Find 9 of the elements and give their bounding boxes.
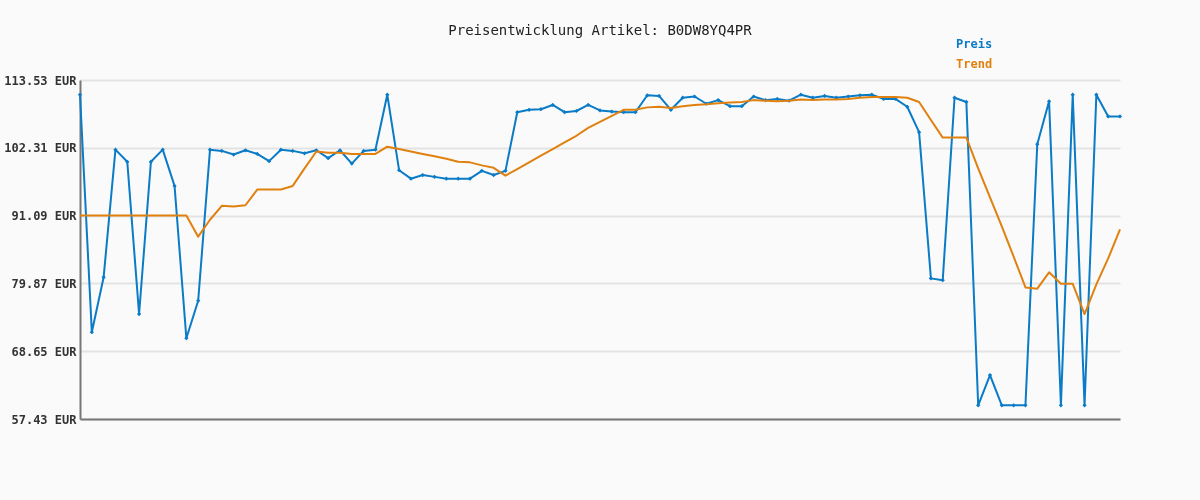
y-tick-label: 57.43 EUR [11,412,78,427]
text: Preis [956,37,993,51]
y-tick-label: 113.53 EUR [4,73,78,88]
text: Trend [956,57,993,71]
chart-title: Preisentwicklung Artikel: B0DW8YQ4PR [448,22,753,38]
y-tick-label: 91.09 EUR [11,209,78,224]
y-tick-label: 79.87 EUR [11,276,78,291]
y-tick-label: 68.65 EUR [11,344,78,359]
y-tick-label: 102.31 EUR [4,141,78,156]
